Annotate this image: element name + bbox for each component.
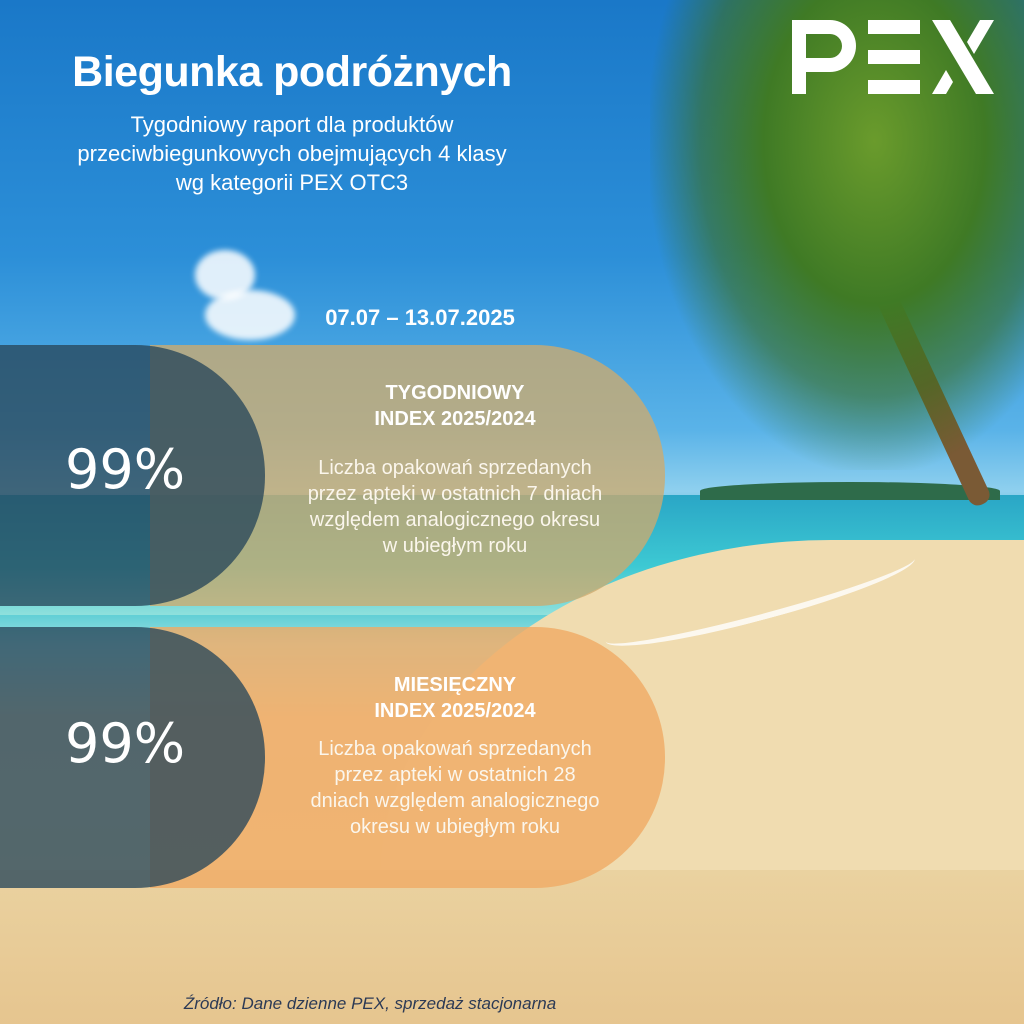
monthly-index-title: MIESIĘCZNY INDEX 2025/2024: [250, 672, 660, 724]
desc-line: względem analogicznego okresu: [309, 509, 601, 531]
pex-logo: [792, 20, 994, 94]
weekly-index-value: 99%: [64, 438, 186, 501]
page-title: Biegunka podróżnych: [72, 48, 512, 96]
desc-line: przez apteki w ostatnich 7 dniach: [307, 483, 603, 505]
title-line: MIESIĘCZNY: [393, 674, 517, 696]
weekly-index-description: Liczba opakowań sprzedanych przez apteki…: [250, 455, 660, 559]
title-line: TYGODNIOWY: [385, 382, 525, 404]
desc-line: w ubiegłym roku: [382, 535, 528, 557]
monthly-index-value: 99%: [64, 712, 186, 775]
desc-line: Liczba opakowań sprzedanych: [318, 457, 592, 479]
desc-line: przez apteki w ostatnich 28: [334, 764, 576, 786]
sand-foreground: [0, 870, 1024, 1024]
subtitle-line: przeciwbiegunkowych obejmujących 4 klasy: [77, 141, 507, 166]
palm-tree: [650, 0, 1024, 470]
desc-line: dniach względem analogicznego: [310, 790, 600, 812]
subtitle: Tygodniowy raport dla produktów przeciwb…: [40, 110, 544, 197]
title-line: INDEX 2025/2024: [374, 700, 536, 722]
subtitle-line: wg kategorii PEX OTC3: [175, 170, 409, 195]
desc-line: okresu w ubiegłym roku: [349, 816, 561, 838]
island: [700, 482, 1000, 500]
title-line: INDEX 2025/2024: [374, 408, 536, 430]
source-note: Źródło: Dane dzienne PEX, sprzedaż stacj…: [183, 994, 557, 1013]
subtitle-line: Tygodniowy raport dla produktów: [130, 112, 454, 137]
weekly-value-circle: [0, 345, 265, 606]
date-range: 07.07 – 13.07.2025: [325, 305, 515, 330]
monthly-index-description: Liczba opakowań sprzedanych przez apteki…: [250, 736, 660, 840]
desc-line: Liczba opakowań sprzedanych: [318, 738, 592, 760]
monthly-value-circle: [0, 627, 265, 888]
weekly-index-title: TYGODNIOWY INDEX 2025/2024: [250, 380, 660, 432]
cloud: [205, 290, 295, 340]
